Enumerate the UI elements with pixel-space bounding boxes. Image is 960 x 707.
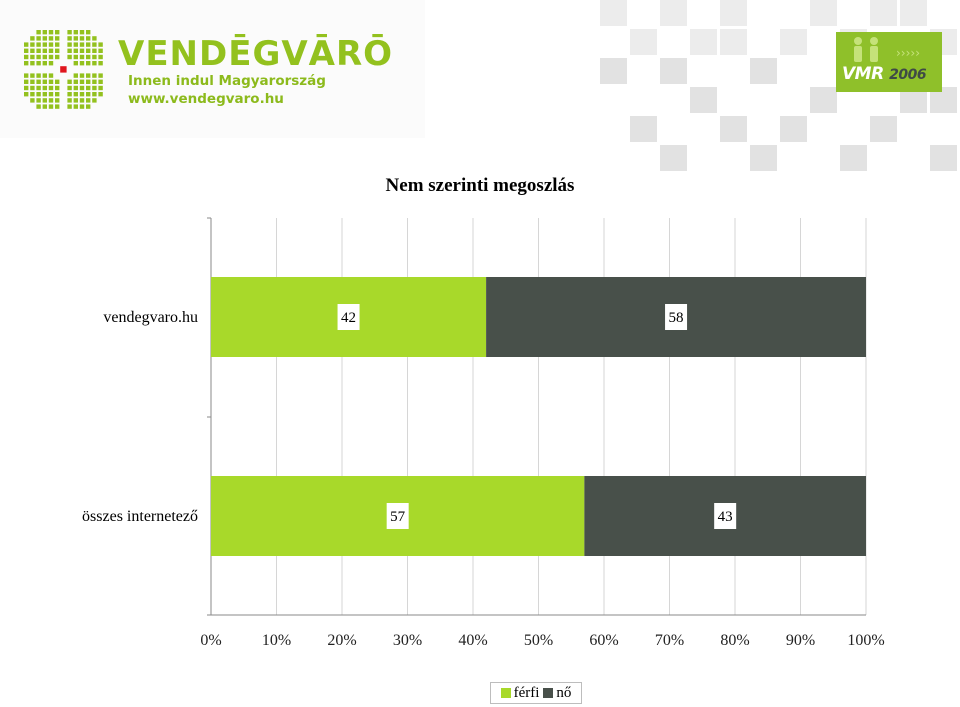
chart-legend: férfi nő (490, 682, 582, 704)
brand-tagline: Innen indul Magyarország (128, 73, 326, 89)
data-label: 42 (341, 310, 356, 326)
x-tick-label: 30% (393, 632, 422, 649)
vmr-badge-year: 2006 (889, 67, 927, 83)
logo-center-dot (60, 66, 67, 73)
category-label: összes internetező (82, 508, 198, 525)
data-label-background (386, 503, 409, 529)
vmr-badge-label: VMR (842, 64, 884, 84)
data-label-background (665, 304, 688, 330)
legend-swatch-no (543, 688, 554, 698)
legend-item-ferfi: férfi (500, 684, 540, 702)
x-tick-label: 0% (200, 632, 221, 649)
x-tick-label: 100% (847, 632, 884, 649)
x-tick-label: 50% (524, 632, 553, 649)
people-icon: ››››› (854, 37, 920, 62)
data-label-background (337, 304, 360, 330)
legend-item-no: nő (543, 685, 571, 702)
data-label-background (714, 503, 737, 529)
legend-label-ferfi: férfi (513, 684, 540, 701)
x-tick-label: 70% (655, 632, 684, 649)
vendegvaro-logo-icon (24, 30, 103, 109)
x-tick-label: 60% (589, 632, 618, 649)
x-tick-label: 40% (458, 632, 487, 649)
legend-label-no: nő (556, 684, 572, 701)
data-label: 43 (718, 509, 733, 525)
category-label: vendegvaro.hu (103, 309, 198, 326)
brand-url: www.vendegvaro.hu (128, 91, 284, 107)
data-label: 58 (669, 310, 684, 326)
x-tick-label: 90% (786, 632, 815, 649)
legend-swatch-ferfi (500, 688, 511, 698)
data-label: 57 (390, 509, 406, 525)
brand-name: VENDĒGVĀRŌ (118, 34, 394, 74)
x-tick-label: 80% (720, 632, 749, 649)
vmr-2006-badge: ››››› VMR 2006 (836, 32, 942, 92)
svg-text:›››››: ››››› (896, 46, 920, 60)
x-tick-label: 20% (327, 632, 356, 649)
x-tick-label: 10% (262, 632, 291, 649)
chart-title: Nem szerinti megoszlás (385, 175, 575, 196)
vmr-badge-text: VMR 2006 (842, 64, 927, 84)
header-logo-area: VENDĒGVĀRŌ Innen indul Magyarország www.… (0, 0, 425, 138)
